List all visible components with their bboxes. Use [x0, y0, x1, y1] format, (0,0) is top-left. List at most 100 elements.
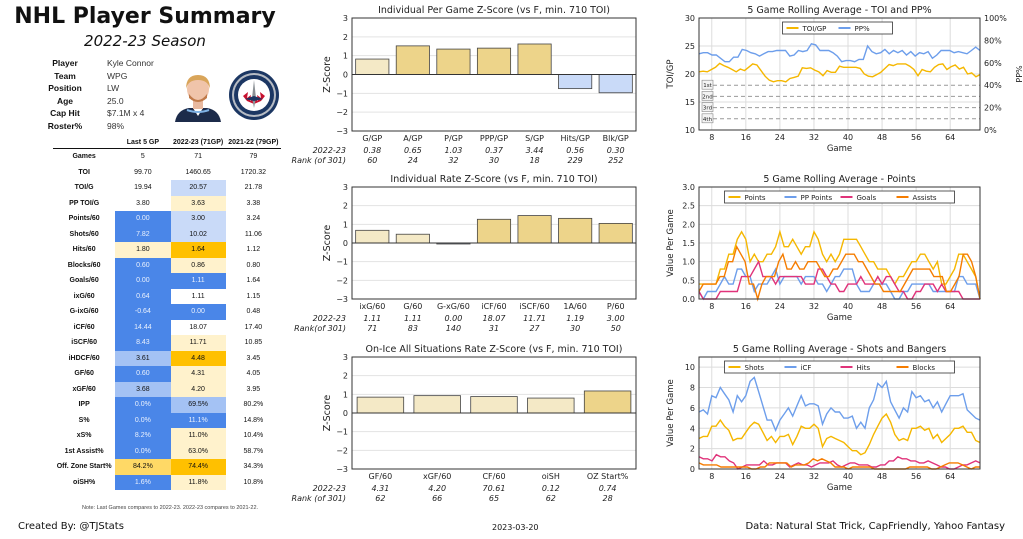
x-tick-label: 32 — [809, 472, 819, 481]
y-tick-label: −3 — [336, 465, 348, 474]
table-cell: 1.12 — [246, 246, 261, 254]
legend-label: TOI/GP — [802, 25, 827, 33]
table-row: Games 5 71 79 — [53, 149, 281, 165]
chart-title: On-Ice All Situations Rate Z-Score (vs F… — [366, 344, 623, 355]
rank-value: 229 — [568, 156, 583, 165]
stat-value: 1.03 — [445, 146, 463, 155]
series-line-shots — [698, 412, 981, 456]
bar — [413, 395, 461, 414]
table-cell: 1.11 — [170, 273, 226, 289]
x-tick-label: 48 — [877, 302, 887, 311]
series-line-goals — [698, 259, 980, 300]
plot-frame — [698, 17, 981, 131]
x-tick-label: 24 — [775, 472, 785, 481]
x-tick-label: 56 — [911, 302, 921, 311]
table-cell: 8.2% — [115, 428, 171, 444]
rank-value: 83 — [408, 324, 418, 333]
x-tick-label: Hits/GP — [561, 134, 590, 143]
x-tick-label: 8 — [709, 133, 714, 142]
legend-label: Hits — [857, 364, 871, 372]
row-label: Points/60 — [68, 215, 100, 223]
legend-label: Blocks — [913, 364, 936, 372]
bar — [356, 396, 405, 414]
threshold-box — [701, 113, 714, 124]
stat-value: 4.31 — [371, 484, 389, 493]
info-value: $7.1M x 4 — [107, 108, 145, 119]
table-cell: 4.31 — [170, 366, 226, 382]
table-cell: 4.20 — [170, 381, 226, 397]
legend-label: Points — [745, 194, 766, 202]
stat-value: 11.71 — [523, 314, 546, 323]
info-label: Position — [48, 83, 82, 94]
created-by: Created By: @TJStats — [18, 521, 124, 532]
x-tick-label: Blk/GP — [603, 134, 629, 143]
bar — [395, 45, 430, 75]
info-label: Roster% — [47, 120, 83, 131]
y-tick-label: 0 — [343, 239, 348, 248]
table-cell: 1.64 — [246, 277, 261, 285]
stat-value: 0.12 — [542, 484, 560, 493]
y-tick-label: 30 — [685, 14, 695, 23]
threshold-box — [701, 91, 714, 101]
table-cell: 1720.32 — [240, 168, 267, 176]
series-line-hits — [698, 453, 981, 470]
x-tick-label: 32 — [809, 133, 819, 142]
table-row: G-ixG/60 -0.64 0.00 0.48 — [53, 304, 281, 320]
table-cell: 0.86 — [170, 257, 226, 273]
legend-label: Shots — [745, 364, 765, 372]
stat-value: 4.20 — [428, 484, 446, 493]
info-label: Team — [54, 70, 76, 81]
row-label: Rank (of 301) — [292, 494, 346, 503]
y-tick-label: 2 — [343, 372, 348, 381]
y-tick-label: 2 — [343, 33, 348, 42]
chart-title: 5 Game Rolling Average - Shots and Bange… — [733, 344, 946, 355]
table-cell: 1.11 — [191, 292, 205, 300]
table-row: xS% 8.2% 11.0% 10.4% — [53, 428, 281, 444]
legend — [724, 190, 955, 204]
row-label: iHDCF/60 — [68, 354, 100, 362]
table-row: oiSH% 1.6% 11.8% 10.8% — [53, 474, 281, 490]
rank-value: 71 — [367, 324, 377, 333]
plot-frame — [698, 356, 981, 470]
bar — [517, 215, 552, 244]
legend-label: iCF — [801, 364, 812, 372]
y-tick-label: 6 — [690, 404, 695, 413]
threshold-label: 1st — [703, 83, 712, 89]
legend-label: PP Points — [801, 194, 833, 202]
rank-value: 30 — [570, 324, 580, 333]
row-label: Blocks/60 — [67, 261, 101, 269]
stat-value: 18.07 — [483, 314, 507, 323]
table-cell: 3.00 — [170, 211, 226, 227]
row-label: 2022-23 — [313, 484, 346, 493]
team-logo-icon — [229, 70, 279, 120]
info-label: Player — [52, 58, 78, 68]
y-tick-label: 3.0 — [682, 183, 695, 192]
x-tick-label: CF/60 — [482, 472, 505, 481]
y-axis-label: Z-Score — [322, 56, 333, 93]
x-tick-label: 24 — [775, 133, 785, 142]
table-row: PP TOI/G 3.80 3.63 3.38 — [53, 195, 281, 211]
bar — [355, 58, 390, 75]
stat-value: 0.30 — [607, 146, 625, 155]
stat-value: 0.74 — [599, 484, 617, 493]
table-cell: 18.07 — [189, 323, 207, 331]
x-tick-label: 16 — [741, 302, 751, 311]
row-label: Rank(of 301) — [294, 324, 346, 333]
series-line-blocks — [698, 457, 980, 470]
info-row: Position LW — [40, 83, 180, 96]
x-tick-label: iCF/60 — [481, 302, 506, 311]
series-line-pp-points — [698, 267, 981, 301]
table-cell: 0.0% — [115, 443, 171, 459]
table-row: iSCF/60 8.43 11.71 10.85 — [53, 335, 281, 351]
info-row: Player Kyle Connor — [40, 58, 180, 71]
table-cell: 10.8% — [243, 478, 264, 486]
rank-value: 62 — [546, 494, 556, 503]
y-tick-label: 2.5 — [682, 202, 695, 211]
info-row: Age 25.0 — [40, 96, 180, 109]
threshold-box — [701, 102, 714, 112]
stats-table: Last 5 GP 2022-23 (71GP) 2021-22 (79GP) … — [53, 137, 281, 490]
table-cell: 0.00 — [115, 211, 171, 227]
table-cell: 11.71 — [170, 335, 226, 351]
y-axis-label: Value Per Game — [666, 209, 676, 277]
x-tick-label: G/GP — [362, 134, 382, 143]
